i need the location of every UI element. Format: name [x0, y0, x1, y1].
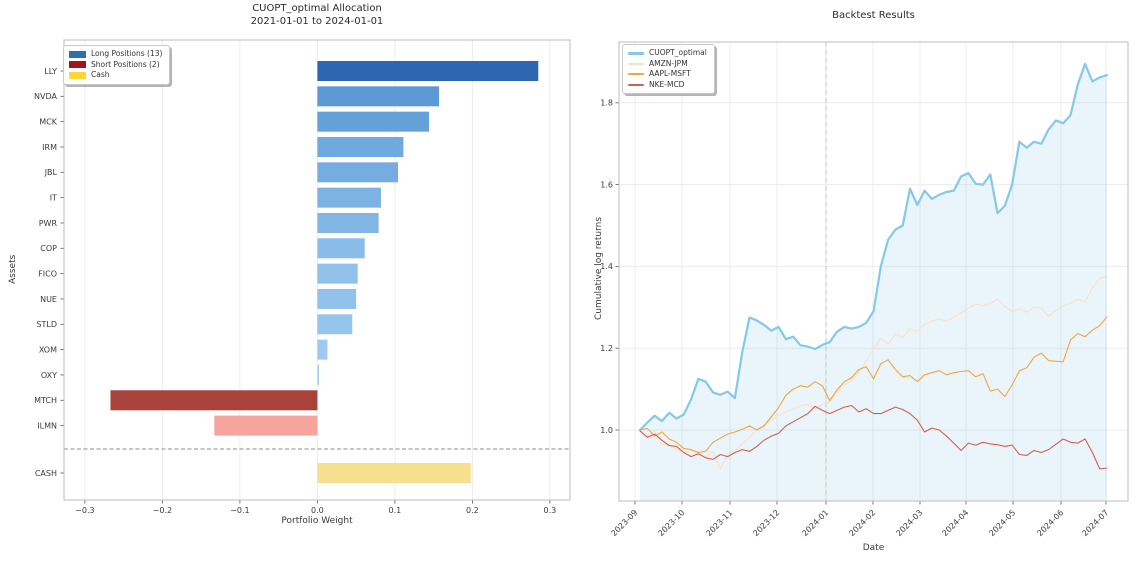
asset-tick-label-IT: IT	[50, 193, 57, 202]
asset-tick-label-IRM: IRM	[42, 143, 57, 152]
legend-item-aapl-msft: AAPL-MSFT	[628, 69, 707, 80]
allocation-legend: Long Positions (13) Short Positions (2) …	[63, 45, 171, 85]
backtest-ytick-label: 1.4	[600, 262, 613, 271]
backtest-x-axis-label: Date	[862, 543, 885, 553]
nke-mcd-line-swatch-icon	[628, 83, 644, 86]
backtest-y-axis-label: Cumulative log returns	[594, 216, 604, 320]
legend-item-cash: Cash	[69, 70, 162, 81]
allocation-bar-IRM	[317, 136, 404, 157]
series-line-AMZN-JPM	[639, 275, 1108, 470]
long-positions-swatch-icon	[69, 50, 86, 58]
allocation-bar-MCK	[317, 111, 429, 132]
backtest-ytick-label: 1.8	[600, 99, 613, 108]
allocation-x-axis-label: Portfolio Weight	[281, 516, 353, 526]
backtest-xtick-label: 2023-10	[656, 508, 686, 538]
asset-tick-label-FICO: FICO	[38, 269, 57, 278]
legend-label-cuopt: CUOPT_optimal	[649, 48, 707, 57]
legend-item-amzn-jpm: AMZN-JPM	[628, 59, 707, 70]
asset-tick-label-COP: COP	[40, 244, 57, 253]
allocation-bar-MTCH	[110, 390, 318, 411]
allocation-xtick-label: 0.0	[311, 506, 324, 515]
cuopt-line-swatch-icon	[628, 51, 644, 55]
cash-swatch-icon	[69, 71, 86, 79]
asset-tick-label-STLD: STLD	[36, 320, 57, 329]
asset-tick-label-CASH: CASH	[35, 469, 57, 478]
backtest-ytick-label: 1.0	[600, 426, 613, 435]
asset-tick-label-NVDA: NVDA	[34, 92, 57, 101]
allocation-bar-ILMN	[214, 415, 318, 436]
allocation-bar-STLD	[317, 314, 353, 335]
allocation-title-line1: CUOPT_optimal Allocation	[252, 3, 382, 14]
asset-tick-label-XOM: XOM	[39, 345, 57, 354]
backtest-xtick-label: 2023-12	[751, 508, 781, 538]
cuopt-fill-area	[640, 63, 1107, 502]
allocation-title-line2: 2021-01-01 to 2024-01-01	[250, 16, 384, 27]
series-line-CUOPT_optimal	[638, 62, 1109, 432]
backtest-xtick-label: 2024-05	[987, 508, 1017, 538]
allocation-bar-NVDA	[317, 86, 440, 107]
backtest-xtick-label: 2024-01	[800, 508, 830, 538]
legend-item-cuopt: CUOPT_optimal	[628, 48, 707, 59]
allocation-bar-PWR	[317, 212, 379, 233]
asset-tick-label-JBL: JBL	[44, 168, 58, 177]
legend-item-long: Long Positions (13)	[69, 49, 162, 60]
allocation-bar-CASH	[317, 463, 471, 483]
asset-tick-label-OXY: OXY	[41, 371, 57, 380]
short-positions-swatch-icon	[69, 61, 86, 69]
asset-tick-label-LLY: LLY	[44, 67, 57, 76]
backtest-xtick-label: 2024-04	[940, 508, 970, 538]
asset-tick-label-PWR: PWR	[39, 219, 58, 228]
aapl-msft-line-swatch-icon	[628, 73, 644, 76]
asset-tick-label-ILMN: ILMN	[37, 421, 57, 430]
allocation-bar-NUE	[317, 288, 357, 309]
allocation-xtick-label: −0.1	[230, 506, 249, 515]
backtest-ytick-label: 1.6	[600, 180, 613, 189]
allocation-xtick-label: 0.2	[466, 506, 479, 515]
backtest-xtick-label: 2024-07	[1080, 508, 1110, 538]
backtest-xtick-label: 2024-02	[847, 508, 877, 538]
allocation-xtick-label: 0.1	[389, 506, 402, 515]
asset-tick-label-MCK: MCK	[39, 117, 57, 126]
allocation-xtick-label: −0.3	[75, 506, 94, 515]
legend-item-nke-mcd: NKE-MCD	[628, 80, 707, 91]
backtest-legend: CUOPT_optimal AMZN-JPM AAPL-MSFT NKE-MCD	[622, 44, 715, 94]
allocation-bar-JBL	[317, 162, 398, 183]
backtest-plot-frame	[618, 41, 1129, 502]
legend-label-amzn-jpm: AMZN-JPM	[649, 58, 688, 68]
allocation-bar-IT	[317, 187, 381, 208]
allocation-bar-XOM	[317, 339, 328, 360]
allocation-xtick-label: −0.2	[153, 506, 172, 515]
allocation-y-axis-label: Assets	[8, 254, 18, 284]
backtest-xtick-label: 2024-03	[894, 508, 924, 538]
allocation-bar-OXY	[317, 364, 319, 385]
backtest-ytick-label: 1.2	[600, 344, 613, 353]
legend-label-aapl-msft: AAPL-MSFT	[649, 69, 691, 78]
allocation-plot-frame	[63, 39, 571, 501]
amzn-jpm-line-swatch-icon	[628, 62, 644, 65]
allocation-chart-title: CUOPT_optimal Allocation 2021-01-01 to 2…	[64, 2, 570, 28]
series-line-NKE-MCD	[639, 404, 1108, 470]
backtest-chart-title: Backtest Results	[832, 10, 915, 21]
allocation-xtick-label: 0.3	[544, 506, 557, 515]
legend-label-long: Long Positions (13)	[91, 49, 163, 58]
allocation-bar-COP	[317, 238, 365, 259]
asset-tick-label-NUE: NUE	[40, 295, 57, 304]
legend-label-short: Short Positions (2)	[91, 59, 160, 69]
backtest-xtick-label: 2024-06	[1035, 508, 1065, 538]
asset-tick-label-MTCH: MTCH	[34, 396, 57, 405]
backtest-xtick-label: 2023-11	[704, 508, 734, 538]
allocation-bar-LLY	[317, 61, 539, 81]
legend-label-nke-mcd: NKE-MCD	[649, 79, 685, 89]
allocation-bar-FICO	[317, 263, 358, 284]
series-line-AAPL-MSFT	[639, 316, 1108, 454]
legend-item-short: Short Positions (2)	[69, 60, 162, 71]
backtest-xtick-label: 2023-09	[609, 508, 639, 538]
legend-label-cash: Cash	[91, 70, 110, 79]
